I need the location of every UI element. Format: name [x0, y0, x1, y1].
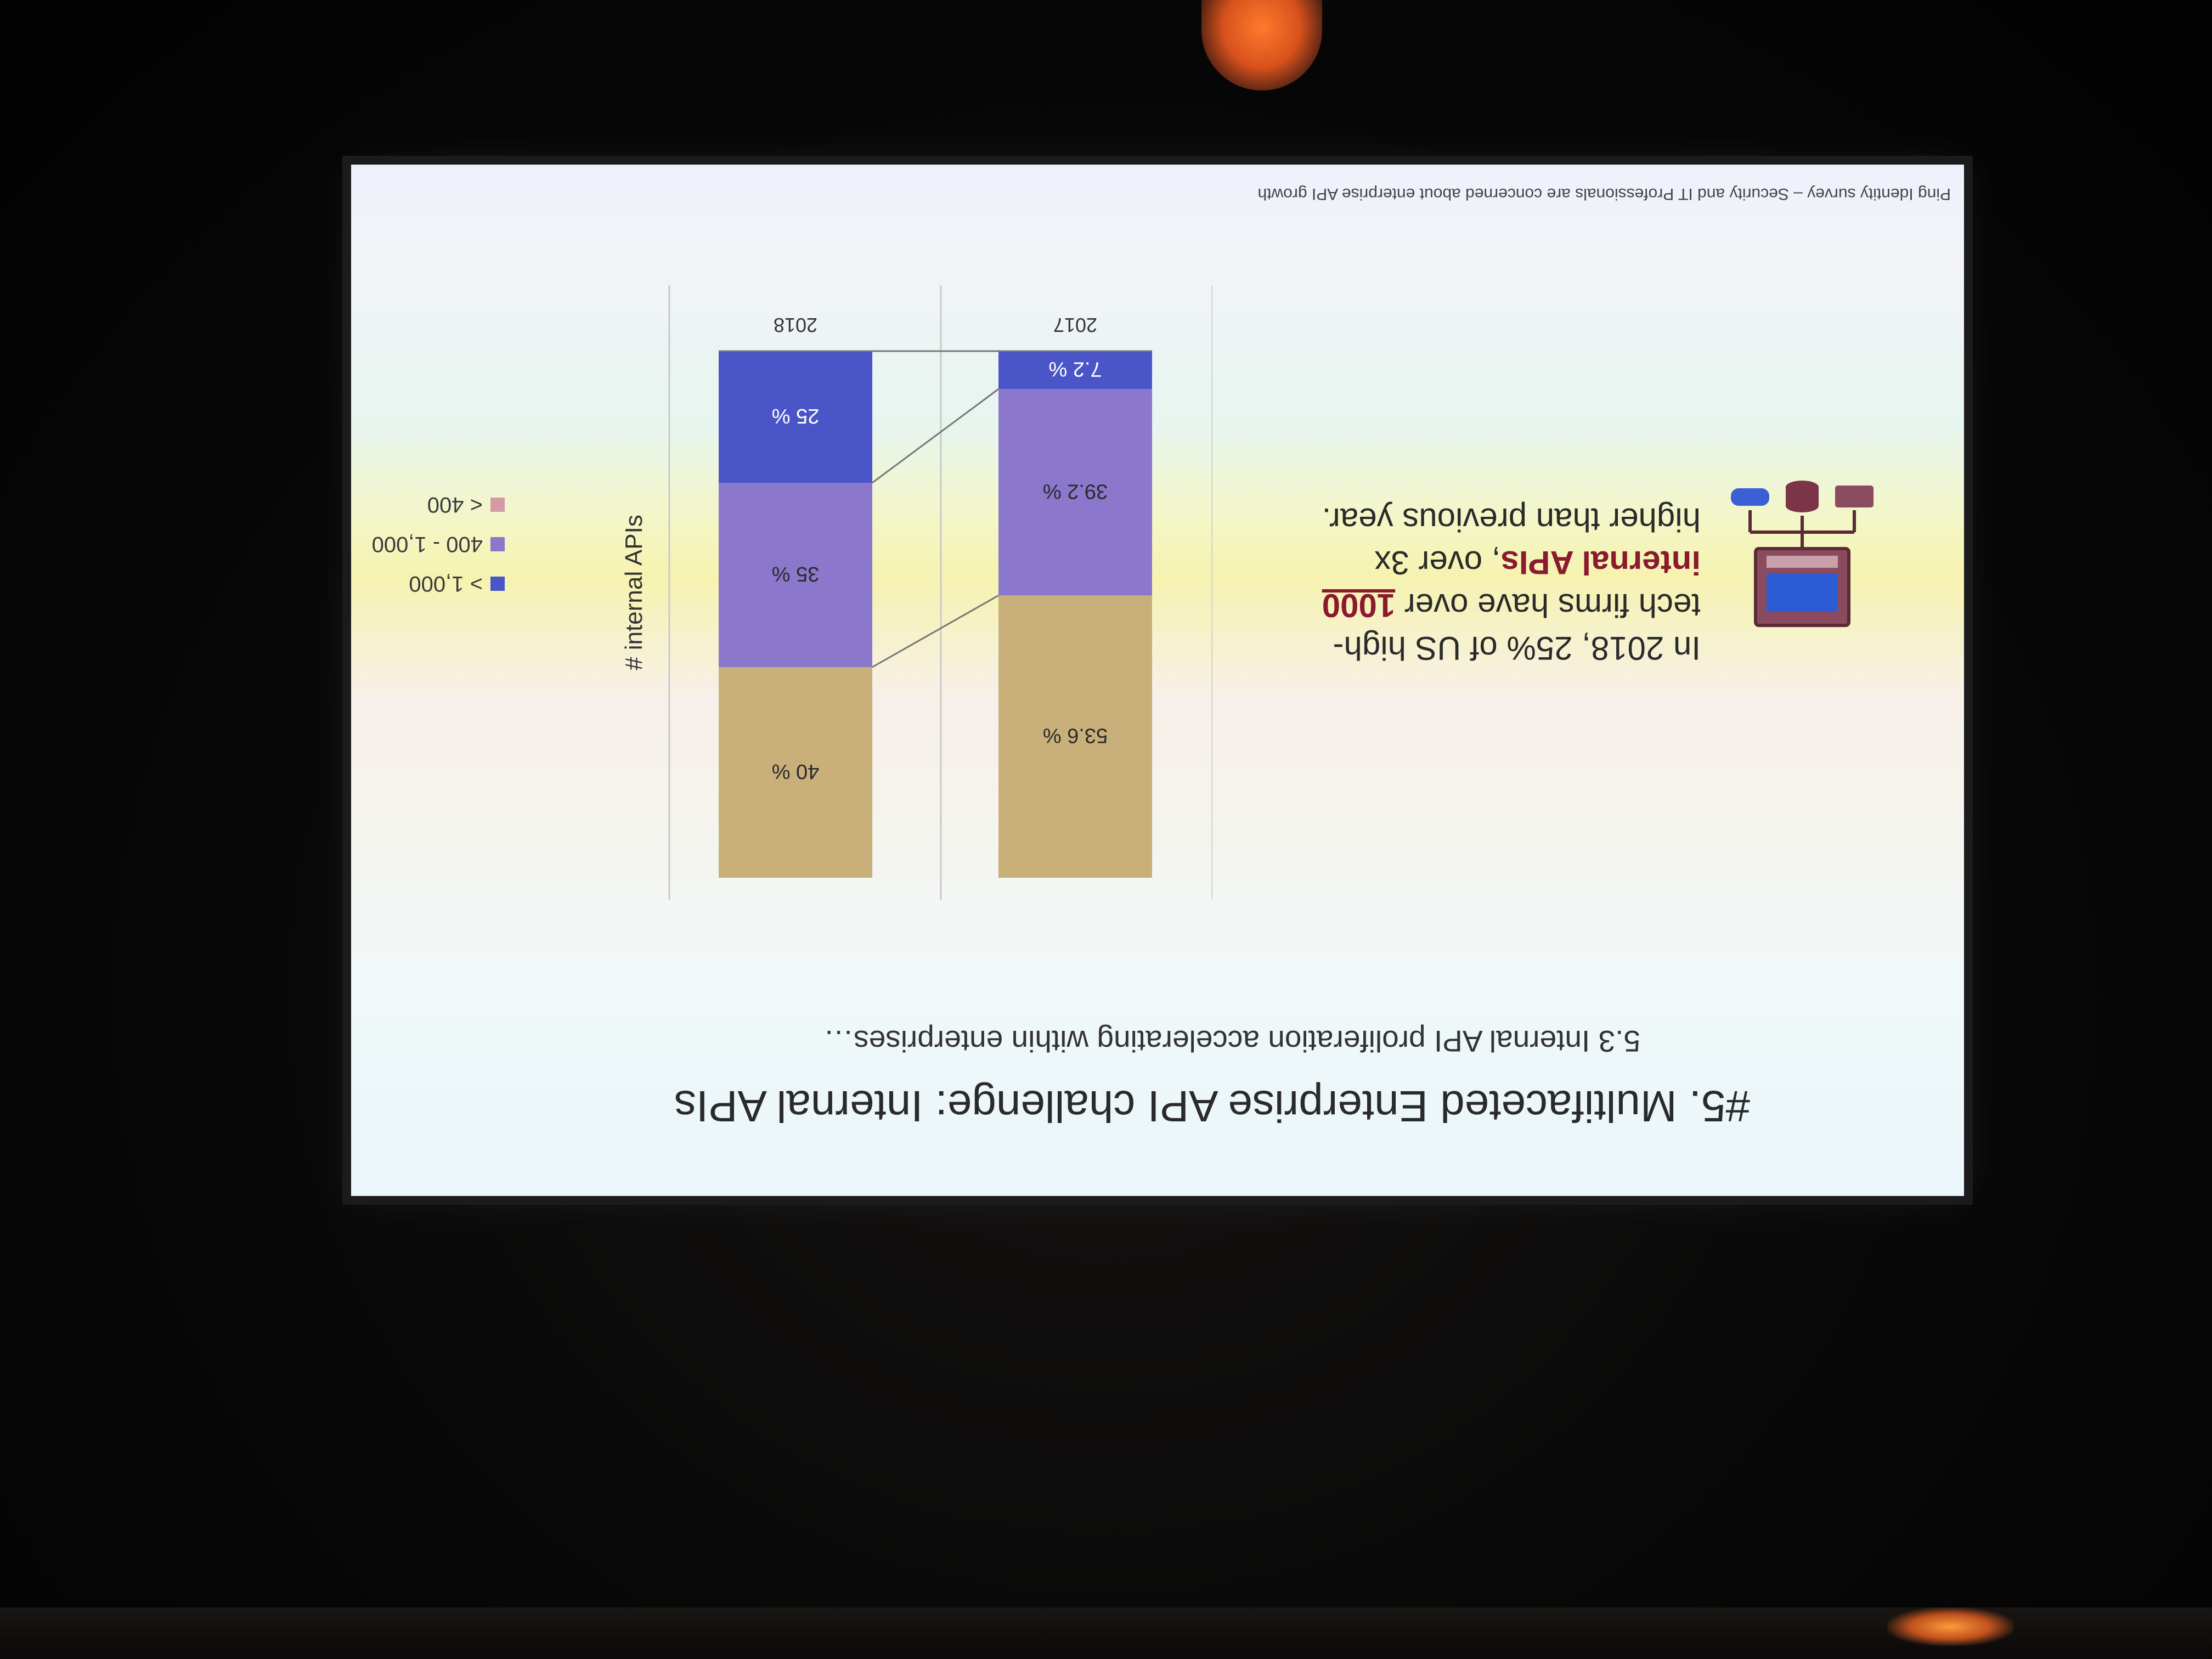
network-diagram-icon: [1723, 472, 1887, 636]
x-tick-label: 2017: [1053, 314, 1097, 336]
legend-item: 400 - 1,000: [372, 524, 505, 564]
slide-subtitle: 5.3 Internal API proliferation accelerat…: [823, 1024, 1640, 1059]
slide-title: #5. Multifaceted Enterprise API challeng…: [674, 1081, 1750, 1131]
legend-swatch: [490, 498, 505, 512]
bar-group: 7.2 % 39.2 % 53.6 % 2017 25 % 35 % 40 % 2018: [719, 314, 1152, 878]
callout-highlight-text: internal APIs: [1500, 544, 1701, 581]
legend-item: > 1,000: [372, 564, 505, 603]
chart-legend: > 1,000 400 - 1,000 < 400: [372, 485, 505, 603]
legend-label: < 400: [427, 493, 483, 517]
bar-value-label: 39.2 %: [1043, 479, 1108, 503]
legend-swatch: [490, 577, 505, 591]
bar-value-label: 53.6 %: [1043, 724, 1108, 747]
legend-label: 400 - 1,000: [372, 532, 483, 557]
connector-line: [872, 389, 998, 483]
legend-item: < 400: [372, 485, 505, 524]
stage-light: [1887, 1607, 2013, 1646]
stacked-bar-chart: # internal APIs 7.2 % 39.2 % 53.6 % 2017 25 …: [510, 285, 1212, 900]
callout-text: In 2018, 25% of US high-tech firms have …: [1317, 498, 1701, 669]
stage-edge: [0, 1607, 2212, 1659]
projection-screen: #5. Multifaceted Enterprise API challeng…: [351, 165, 1964, 1196]
bar-value-label: 40 %: [772, 760, 820, 783]
bar-value-label: 25 %: [772, 404, 820, 427]
bar-value-label: 35 %: [772, 562, 820, 585]
legend-swatch: [490, 537, 505, 551]
bar-value-label: 7.2 %: [1048, 358, 1102, 381]
connector-line: [872, 595, 998, 667]
x-tick-label: 2018: [774, 314, 817, 336]
legend-label: > 1,000: [409, 572, 483, 596]
source-footnote: Ping Identity survey – Security and IT P…: [1258, 184, 1951, 203]
y-axis-label: # internal APIs: [620, 515, 647, 670]
callout-highlight-number: 1000: [1322, 587, 1395, 624]
